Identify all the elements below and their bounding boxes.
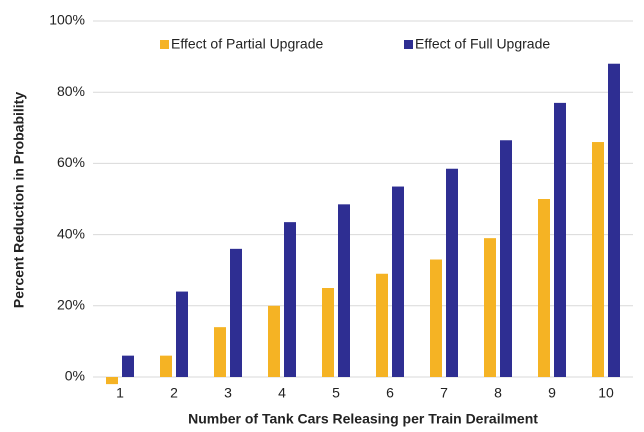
bar bbox=[446, 168, 458, 377]
x-axis-title: Number of Tank Cars Releasing per Train … bbox=[188, 411, 538, 427]
legend-label: Effect of Partial Upgrade bbox=[171, 36, 323, 52]
bar bbox=[484, 238, 496, 377]
y-tick-label: 0% bbox=[65, 368, 85, 384]
x-tick-label: 2 bbox=[170, 385, 178, 401]
bar bbox=[214, 327, 226, 377]
y-tick-label: 20% bbox=[57, 297, 85, 313]
bar bbox=[592, 142, 604, 377]
x-tick-label: 3 bbox=[224, 385, 232, 401]
bar bbox=[430, 259, 442, 377]
x-tick-label: 10 bbox=[598, 385, 614, 401]
x-tick-label: 1 bbox=[116, 385, 124, 401]
x-tick-label: 6 bbox=[386, 385, 394, 401]
bar bbox=[500, 140, 512, 377]
y-tick-label: 60% bbox=[57, 154, 85, 170]
bar bbox=[284, 222, 296, 377]
bar bbox=[230, 248, 242, 377]
bar bbox=[608, 63, 620, 377]
legend-label: Effect of Full Upgrade bbox=[415, 36, 550, 52]
bar bbox=[554, 102, 566, 377]
y-tick-label: 100% bbox=[49, 12, 85, 28]
bar bbox=[322, 288, 334, 377]
bar bbox=[338, 204, 350, 377]
bar bbox=[176, 291, 188, 377]
x-tick-label: 8 bbox=[494, 385, 502, 401]
y-tick-label: 40% bbox=[57, 225, 85, 241]
bar bbox=[376, 273, 388, 377]
bar bbox=[268, 305, 280, 377]
x-tick-label: 5 bbox=[332, 385, 340, 401]
bar bbox=[160, 355, 172, 377]
legend-swatch bbox=[404, 40, 413, 49]
bar bbox=[392, 186, 404, 377]
legend-swatch bbox=[160, 40, 169, 49]
y-axis-title: Percent Reduction in Probability bbox=[11, 92, 27, 308]
bar bbox=[538, 199, 550, 377]
x-tick-label: 4 bbox=[278, 385, 286, 401]
bar bbox=[106, 377, 118, 385]
y-tick-label: 80% bbox=[57, 83, 85, 99]
x-tick-label: 7 bbox=[440, 385, 448, 401]
x-tick-label: 9 bbox=[548, 385, 556, 401]
bar bbox=[122, 355, 134, 377]
